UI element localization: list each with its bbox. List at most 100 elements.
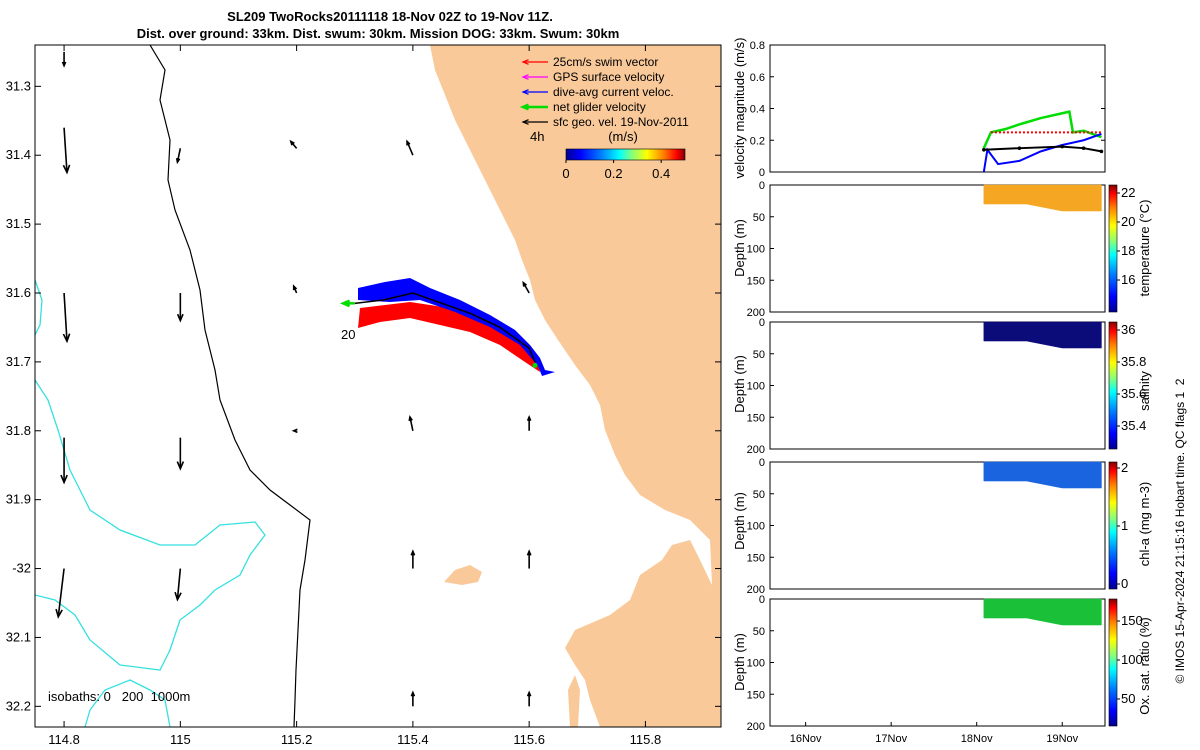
map-x-tick-label: 115 [170, 732, 191, 747]
section-y-tick-label: 200 [747, 444, 765, 456]
time-label-20: 20 [341, 327, 355, 342]
section-colorbar-tick-label: 150 [1121, 613, 1143, 628]
section-y-tick-label: 100 [747, 381, 765, 393]
map-x-tick-label: 115.8 [630, 732, 662, 747]
time-x-tick-label: 17Nov [875, 733, 907, 745]
temperature-section-colorbar [1108, 184, 1118, 313]
isobath-1000m-a [35, 279, 43, 336]
section-y-tick-label: 150 [747, 552, 765, 564]
sfc-geo-arrow-head [406, 139, 411, 146]
sfc-geo-arrow-head [55, 608, 63, 619]
section-y-tick-label: 0 [759, 180, 765, 192]
map-y-tick-label: 32.1 [6, 629, 31, 644]
map-x-tick-label: 115.4 [397, 732, 429, 747]
salinity-section-data [983, 321, 1102, 349]
velocity-series [982, 110, 1104, 173]
island-area [444, 565, 482, 585]
speed-colorbar-gradient [565, 148, 686, 161]
sfc-geo-arrow [55, 568, 65, 619]
sfc-geo-arrow [61, 51, 67, 68]
map-y-tick-label: -32 [12, 561, 31, 576]
sfc-geo-arrow [292, 284, 298, 294]
legend-arrow [521, 119, 548, 125]
net-velocity-arrow-head [339, 299, 351, 308]
legend-arrow-head [521, 119, 529, 125]
section-y-tick-label: 50 [753, 489, 765, 501]
legend-arrow-head [521, 89, 529, 95]
chla-section-colorbar [1108, 461, 1118, 590]
map-y-tick-label: 31.3 [6, 78, 31, 93]
section-y-tick-label: 200 [747, 584, 765, 596]
sfc-geo-arrow [176, 293, 184, 323]
legend-arrow [521, 74, 548, 80]
salinity-section-colorbar [1108, 321, 1118, 450]
sfc-geo-arrow-head [62, 333, 71, 344]
time-x-tick-label: 19Nov [1046, 733, 1078, 745]
salinity-ylabel: Depth (m) [732, 355, 747, 413]
map-x-ticks: 114.8 115 115.2 115.4 115.6 115.8 [48, 45, 661, 747]
speed-colorbar-title: (m/s) [608, 129, 638, 144]
sfc-geo-arrow [526, 690, 532, 707]
velocity-y-tick-label: 0 [759, 167, 765, 179]
velocity-y-ticks: 0 0.2 0.4 0.6 0.8 [750, 40, 1105, 179]
temperature-section-data [983, 184, 1102, 212]
map-x-tick-label: 115.6 [513, 732, 545, 747]
sfc-geo-arrow [289, 139, 298, 149]
time-x-tick-label: 18Nov [961, 733, 993, 745]
sfc-geo-arrow-head [62, 164, 71, 175]
oxygen-section-colorbar [1108, 598, 1118, 727]
section-colorbar-tick-label: 35.8 [1121, 354, 1146, 369]
section-colorbar-tick-label: 1 [1121, 518, 1128, 533]
dive-avg-fan [358, 278, 555, 376]
chla-ylabel: Depth (m) [732, 492, 747, 550]
island2-area [568, 675, 580, 727]
speed-colorbar-tick-label: 0 [562, 166, 569, 181]
oxygen-section-data [983, 598, 1102, 626]
sfc-geo-arrow-head [289, 139, 295, 146]
map-x-tick-label: 114.8 [48, 732, 80, 747]
swim-vector-fan [358, 302, 540, 372]
section-panels: 0501001502001618202205010015020035.435.6… [747, 180, 1147, 745]
legend-label: sfc geo. vel. 19-Nov-2011 [553, 115, 689, 129]
sfc-geo-arrow [176, 437, 185, 471]
speed-colorbar-tick-label: 0.4 [652, 166, 670, 181]
isobaths-label: isobaths: 0 200 1000m [48, 689, 190, 704]
section-colorbar-tick-label: 50 [1121, 691, 1135, 706]
sfc-geo-arrow [175, 148, 182, 165]
map-y-tick-label: 31.4 [6, 147, 31, 162]
section-y-tick-label: 100 [747, 658, 765, 670]
section-y-tick-label: 200 [747, 721, 765, 733]
net-velocity-arrow [339, 299, 355, 308]
isobath-1000m-b [35, 379, 266, 671]
sfc-geo-arrow [406, 139, 414, 156]
velocity-y-tick-label: 0.6 [750, 72, 765, 84]
sfc-geo-arrow [522, 280, 530, 294]
sfc-geo-arrow [408, 414, 414, 431]
map-y-tick-label: 31.8 [6, 423, 31, 438]
sfc-geo-arrow [62, 127, 71, 175]
section-colorbar-tick-label: 22 [1121, 185, 1135, 200]
sfc-geo-arrow-head [292, 284, 298, 291]
sfc-geo-arrow [291, 428, 298, 434]
legend-label: net glider velocity [553, 100, 646, 114]
velocity-axes [769, 44, 1106, 173]
temperature-section: 0 50 100 150 200 16 18 20 22 [747, 180, 1136, 319]
speed-colorbar-ticks: 0 0.2 0.4 [562, 160, 670, 181]
sfc-geo-arrow-head [60, 474, 68, 485]
glider-track [354, 292, 536, 363]
section-colorbar-tick-label: 16 [1121, 272, 1135, 287]
chla-section-data [983, 461, 1102, 489]
section-y-tick-label: 50 [753, 212, 765, 224]
section-colorbar-tick-label: 0 [1121, 576, 1128, 591]
velocity-series-line [982, 110, 1102, 149]
time-label-4h: 4h [530, 129, 544, 144]
chla-section: 0 50 100 150 200 0 1 2 [747, 457, 1129, 596]
velocity-ylabel: velocity magnitude (m/s) [732, 37, 747, 179]
sfc-geo-arrow-shaft [63, 127, 68, 173]
sfc-geo-arrow [60, 437, 68, 485]
sfc-geo-arrow-head [410, 549, 416, 556]
speed-colorbar-tick-label: 0.2 [605, 166, 623, 181]
land-area [430, 45, 721, 727]
speed-colorbar: (m/s) 0 0.2 0.4 [562, 129, 686, 181]
chla-colorbar-label: chl-a (mg m-3) [1137, 481, 1152, 567]
